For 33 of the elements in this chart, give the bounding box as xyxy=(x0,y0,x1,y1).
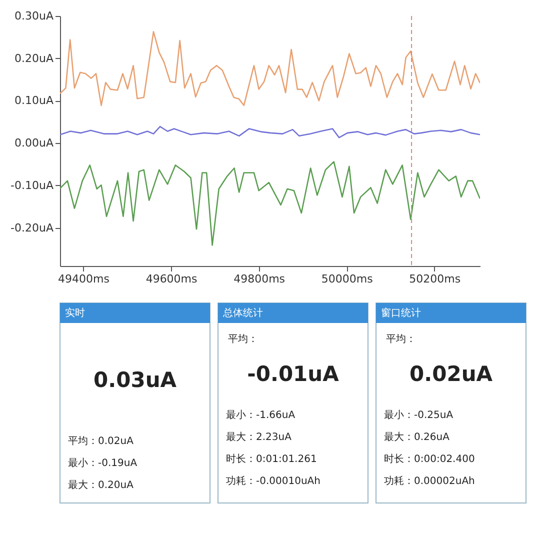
x-tick-label: 49600ms xyxy=(146,272,198,286)
text: 平均：0.02uA xyxy=(68,435,134,447)
text: 实时 xyxy=(65,307,85,319)
text: 0.03uA xyxy=(93,368,178,392)
text: 最小：-0.19uA xyxy=(68,457,138,469)
text: 功耗：-0.00010uAh xyxy=(226,475,320,487)
text: 功耗：0.00002uAh xyxy=(384,475,475,487)
x-tick-label: 49800ms xyxy=(234,272,286,286)
line-series xyxy=(60,161,480,246)
x-tick-label: 49400ms xyxy=(58,272,110,286)
y-tick-label: 0.30uA xyxy=(14,10,54,22)
text: -0.01uA xyxy=(247,362,340,386)
text: 最小：-1.66uA xyxy=(226,409,296,421)
text: 平均： xyxy=(228,333,258,345)
x-tick-label: 50200ms xyxy=(409,272,461,286)
text: 平均： xyxy=(386,333,416,345)
text: 0.02uA xyxy=(409,362,494,386)
text: 窗口统计 xyxy=(381,307,421,319)
text: 时长：0:01:01.261 xyxy=(226,453,317,465)
line-series xyxy=(60,31,480,106)
text: 时长：0:00:02.400 xyxy=(384,453,475,465)
text: 最大：0.26uA xyxy=(384,431,450,443)
y-tick-label: -0.20uA xyxy=(10,221,54,234)
x-tick-label: 50000ms xyxy=(321,272,374,286)
y-tick-label: 0.10uA xyxy=(14,94,54,108)
text: 最大：2.23uA xyxy=(226,431,292,443)
text: 最大：0.20uA xyxy=(68,479,134,491)
text: 最小：-0.25uA xyxy=(384,409,454,421)
y-tick-label: 0.00uA xyxy=(14,136,54,150)
y-tick-label: -0.10uA xyxy=(10,178,54,192)
line-series xyxy=(60,126,480,138)
y-tick-label: 0.20uA xyxy=(14,52,54,65)
text: 总体统计 xyxy=(222,307,263,319)
